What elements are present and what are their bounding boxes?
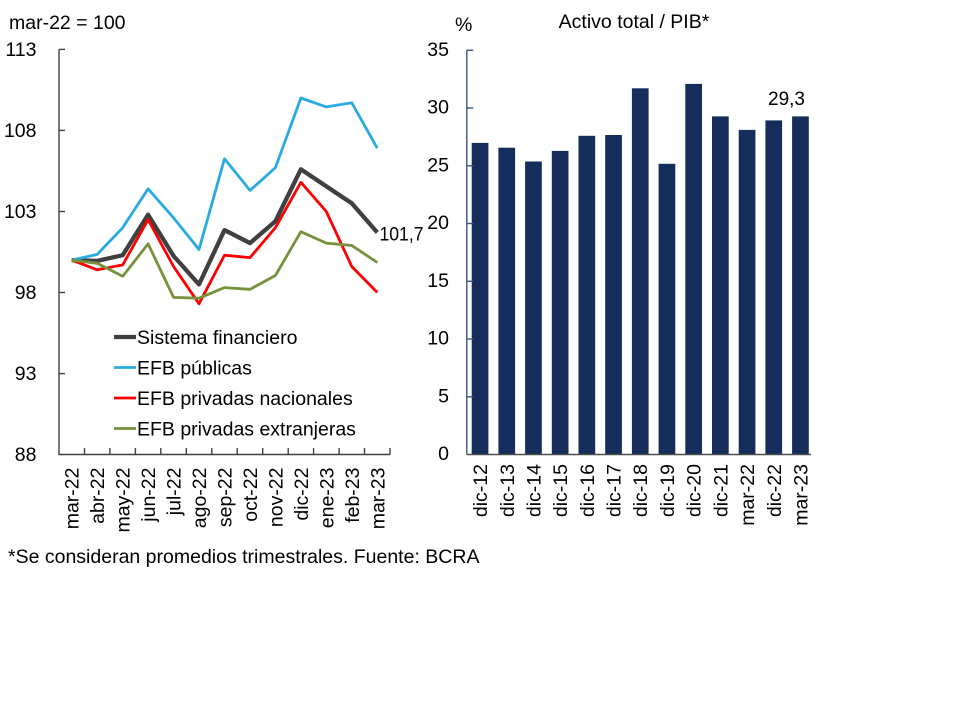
svg-text:%: %	[455, 14, 472, 36]
svg-text:ene-23: ene-23	[316, 468, 338, 529]
svg-text:25: 25	[427, 154, 449, 176]
svg-text:dic-21: dic-21	[710, 464, 732, 517]
svg-text:Sistema financiero: Sistema financiero	[137, 327, 298, 349]
svg-text:*Se consideran promedios trime: *Se consideran promedios trimestrales. F…	[8, 546, 479, 568]
svg-text:29,3: 29,3	[768, 88, 805, 110]
svg-text:dic-19: dic-19	[657, 464, 679, 517]
svg-text:mar-22: mar-22	[737, 464, 759, 526]
svg-text:jun-22: jun-22	[138, 468, 160, 523]
svg-text:108: 108	[4, 120, 37, 142]
svg-text:nov-22: nov-22	[265, 468, 287, 528]
svg-text:dic-18: dic-18	[630, 464, 652, 517]
svg-text:30: 30	[427, 97, 449, 119]
svg-text:EFB privadas extranjeras: EFB privadas extranjeras	[137, 419, 356, 441]
svg-text:EFB privadas nacionales: EFB privadas nacionales	[137, 388, 353, 410]
svg-text:dic-22: dic-22	[291, 468, 313, 521]
svg-text:dic-13: dic-13	[497, 464, 519, 517]
svg-text:5: 5	[438, 385, 449, 407]
svg-text:dic-15: dic-15	[550, 464, 572, 517]
svg-text:dic-20: dic-20	[684, 464, 706, 517]
svg-text:dic-22: dic-22	[764, 464, 786, 517]
svg-text:0: 0	[438, 443, 449, 465]
svg-text:98: 98	[15, 282, 37, 304]
svg-text:jul-22: jul-22	[164, 468, 186, 517]
svg-text:113: 113	[5, 39, 36, 61]
svg-text:35: 35	[427, 39, 449, 61]
svg-text:oct-22: oct-22	[240, 468, 262, 522]
svg-text:feb-23: feb-23	[342, 468, 364, 523]
svg-text:EFB públicas: EFB públicas	[137, 358, 252, 380]
svg-text:93: 93	[15, 363, 37, 385]
svg-text:10: 10	[427, 328, 449, 350]
svg-text:dic-12: dic-12	[470, 464, 492, 517]
svg-text:15: 15	[427, 270, 449, 292]
svg-text:mar-22 = 100: mar-22 = 100	[9, 12, 126, 34]
svg-text:dic-17: dic-17	[604, 464, 626, 517]
svg-text:abr-22: abr-22	[87, 468, 109, 524]
svg-text:ago-22: ago-22	[189, 468, 211, 529]
svg-text:mar-22: mar-22	[62, 468, 84, 530]
svg-text:Activo total / PIB*: Activo total / PIB*	[559, 11, 710, 33]
svg-text:20: 20	[427, 212, 449, 234]
svg-text:dic-14: dic-14	[524, 464, 546, 517]
svg-text:mar-23: mar-23	[790, 464, 812, 526]
svg-text:mar-23: mar-23	[367, 468, 389, 530]
svg-text:may-22: may-22	[113, 468, 135, 533]
svg-text:103: 103	[4, 201, 37, 223]
svg-text:sep-22: sep-22	[215, 468, 237, 528]
svg-text:dic-16: dic-16	[577, 464, 599, 517]
svg-text:88: 88	[15, 444, 37, 466]
svg-text:101,7: 101,7	[380, 224, 424, 246]
